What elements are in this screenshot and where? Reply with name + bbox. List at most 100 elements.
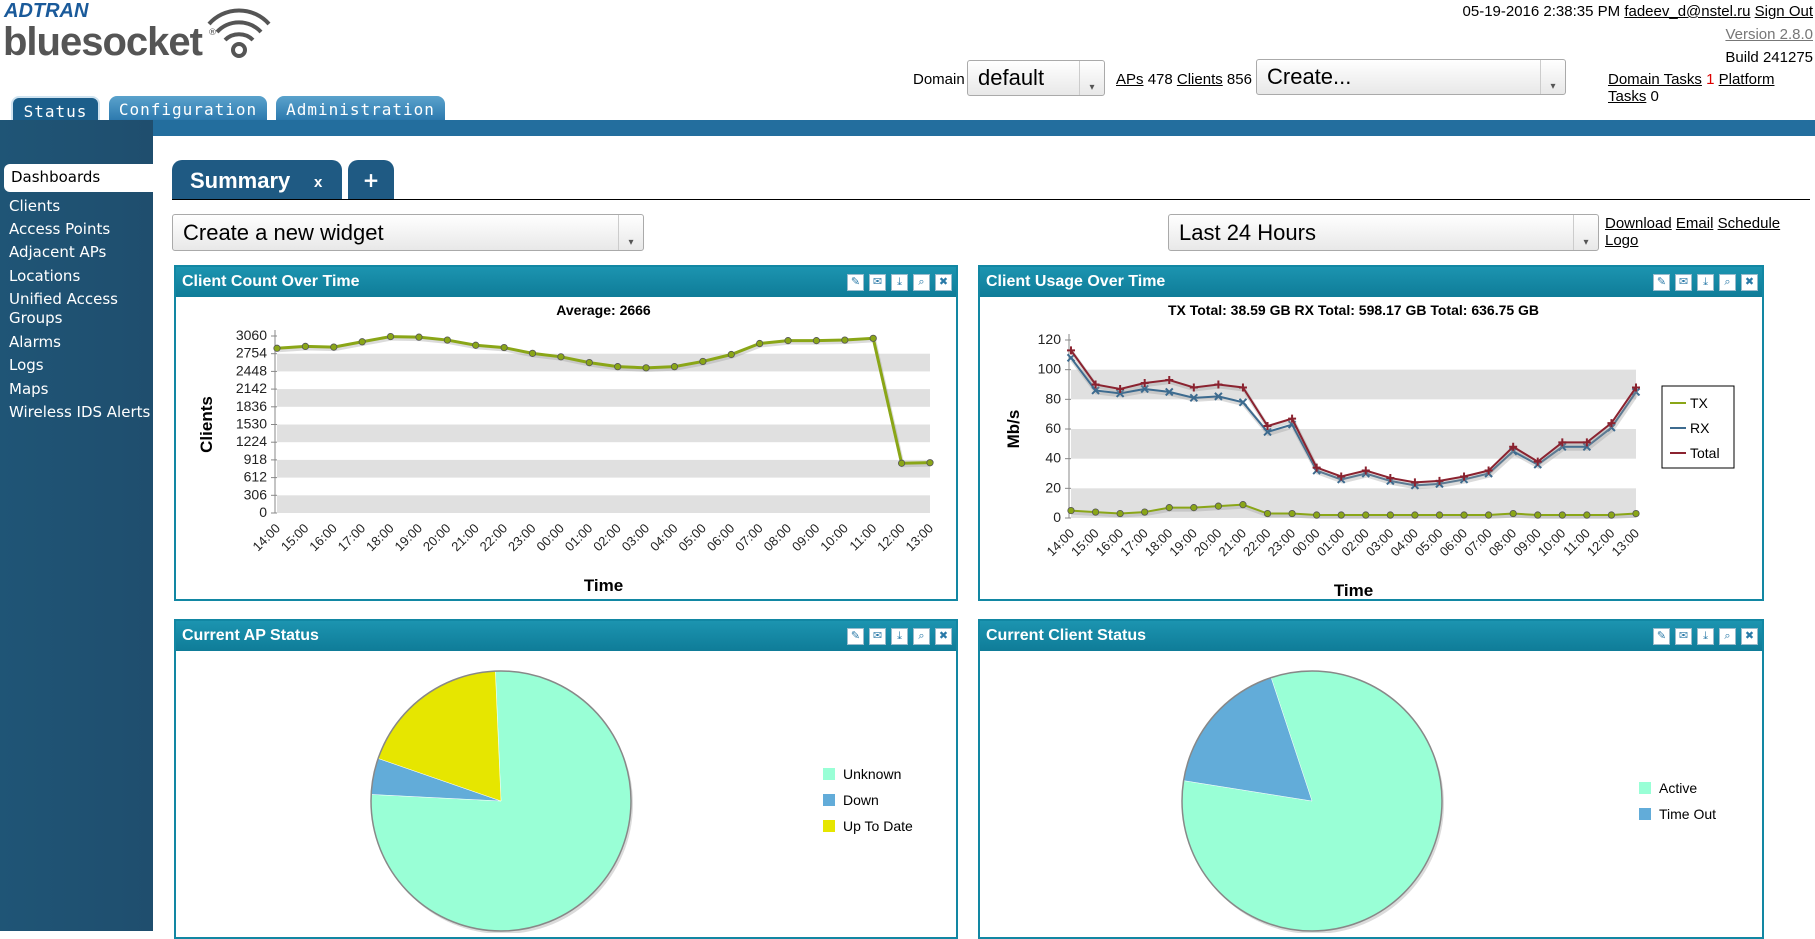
x-tick-label: 09:00 [1510, 526, 1544, 560]
delete-icon[interactable]: ✖ [935, 274, 952, 291]
adtran-logo: ADTRAN [4, 0, 89, 22]
sidebar-item-clients[interactable]: Clients [9, 197, 61, 215]
data-point [1632, 383, 1640, 392]
add-tab-button[interactable]: + [348, 160, 394, 200]
data-point [1066, 353, 1076, 363]
download-icon[interactable]: ⤓ [891, 274, 908, 291]
data-point [699, 357, 707, 366]
y-tick-label: 1530 [236, 416, 267, 432]
widget-select[interactable]: Create a new widget [172, 214, 644, 251]
x-tick-label: 17:00 [335, 521, 369, 555]
email-icon[interactable]: ✉ [869, 274, 886, 291]
chevron-down-icon [1573, 215, 1598, 250]
x-tick-label: 04:00 [1387, 526, 1421, 560]
grid-band [277, 495, 930, 513]
y-tick-label: 0 [259, 504, 267, 520]
time-range-select[interactable]: Last 24 Hours [1168, 214, 1599, 251]
widget-client-status: Current Client Status ✎ ✉ ⤓ ⌕ ✖ Active Ti… [978, 619, 1764, 939]
edit-icon[interactable]: ✎ [847, 274, 864, 291]
x-tick-label: 02:00 [590, 521, 624, 555]
create-select[interactable]: Create... [1256, 59, 1566, 95]
domain-select[interactable]: default [967, 60, 1105, 96]
series-shadow [1070, 358, 1639, 490]
domain-tasks-link[interactable]: Domain Tasks [1608, 71, 1702, 88]
x-tick-label: 19:00 [1166, 526, 1200, 560]
delete-icon[interactable]: ✖ [1741, 274, 1758, 291]
sidebar-item-dashboards[interactable]: Dashboards [11, 168, 101, 186]
zoom-icon[interactable]: ⌕ [913, 274, 930, 291]
x-tick-label: 05:00 [1412, 526, 1446, 560]
zoom-icon[interactable]: ⌕ [913, 628, 930, 645]
logo-link[interactable]: Logo [1605, 232, 1639, 249]
sidebar-item-unified-access-groups[interactable]: Unified Access Groups [9, 290, 118, 327]
zoom-icon[interactable]: ⌕ [1719, 274, 1736, 291]
delete-icon[interactable]: ✖ [935, 628, 952, 645]
clients-link[interactable]: Clients [1176, 71, 1223, 88]
x-tick-label: 21:00 [448, 521, 482, 555]
data-point [1485, 511, 1493, 519]
download-link[interactable]: Download [1605, 215, 1672, 232]
series-line-clients [276, 335, 931, 465]
sidebar-item-alarms[interactable]: Alarms [9, 333, 61, 351]
x-tick-label: 14:00 [250, 521, 284, 555]
data-point [1141, 508, 1149, 516]
data-point [1091, 380, 1100, 389]
ap-status-chart: Unknown Down Up To Date [370, 670, 913, 933]
download-icon[interactable]: ⤓ [1697, 274, 1714, 291]
widget-header: Current AP Status ✎ ✉ ⤓ ⌕ ✖ [176, 621, 956, 651]
data-point [1312, 463, 1321, 472]
series-shadow [1071, 504, 1638, 520]
data-point [1067, 346, 1075, 355]
email-icon[interactable]: ✉ [869, 628, 886, 645]
edit-icon[interactable]: ✎ [1653, 274, 1670, 291]
data-point [500, 343, 508, 352]
tab-summary[interactable]: Summary x [172, 160, 342, 200]
clients-count: 856 [1226, 71, 1252, 88]
x-tick-label: 10:00 [1535, 526, 1569, 560]
tab-configuration[interactable]: Configuration [109, 96, 267, 121]
data-point [1313, 511, 1321, 519]
grid-band [1071, 429, 1636, 459]
tab-status[interactable]: Status [11, 96, 100, 121]
email-icon[interactable]: ✉ [1675, 628, 1692, 645]
version-link[interactable]: Version 2.8.0 [1725, 26, 1813, 43]
x-tick-label: 23:00 [505, 521, 539, 555]
sign-out-link[interactable]: Sign Out [1754, 3, 1813, 20]
zoom-icon[interactable]: ⌕ [1719, 628, 1736, 645]
data-point [1386, 473, 1395, 482]
platform-tasks-link[interactable]: Platform Tasks [1608, 71, 1775, 105]
download-icon[interactable]: ⤓ [1697, 628, 1714, 645]
sidebar-item-wireless-ids-alerts[interactable]: Wireless IDS Alerts [9, 403, 151, 421]
schedule-link[interactable]: Schedule [1717, 215, 1781, 232]
chevron-down-icon [618, 215, 643, 250]
legend-label: Up To Date [843, 818, 913, 834]
data-point [869, 334, 877, 342]
tasks-links: Domain Tasks 1 Platform Tasks 0 [1608, 71, 1815, 105]
x-tick-label: 14:00 [1044, 526, 1078, 560]
sidebar-item-maps[interactable]: Maps [9, 380, 49, 398]
y-tick-label: 1836 [236, 398, 267, 414]
user-link[interactable]: fadeev_d@nstel.ru [1624, 3, 1751, 20]
sidebar-item-adjacent-aps[interactable]: Adjacent APs [9, 243, 107, 261]
email-icon[interactable]: ✉ [1675, 274, 1692, 291]
x-tick-label: 03:00 [1363, 526, 1397, 560]
data-point [1558, 511, 1566, 519]
sidebar-item-logs[interactable]: Logs [9, 356, 44, 374]
email-link[interactable]: Email [1675, 215, 1714, 232]
aps-link[interactable]: APs [1116, 71, 1144, 88]
sidebar-item-access-points[interactable]: Access Points [9, 220, 111, 238]
data-point [1435, 511, 1444, 519]
download-icon[interactable]: ⤓ [891, 628, 908, 645]
widget-title: Client Usage Over Time [986, 273, 1166, 290]
x-axis-label: Time [584, 576, 623, 595]
data-point [841, 336, 849, 344]
wifi-logo-icon [207, 8, 271, 58]
tab-administration[interactable]: Administration [276, 96, 445, 121]
x-tick-label: 16:00 [306, 521, 340, 555]
close-tab-icon[interactable]: x [314, 174, 323, 191]
legend-label: Time Out [1659, 806, 1716, 822]
delete-icon[interactable]: ✖ [1741, 628, 1758, 645]
sidebar-item-locations[interactable]: Locations [9, 267, 81, 285]
edit-icon[interactable]: ✎ [1653, 628, 1670, 645]
edit-icon[interactable]: ✎ [847, 628, 864, 645]
